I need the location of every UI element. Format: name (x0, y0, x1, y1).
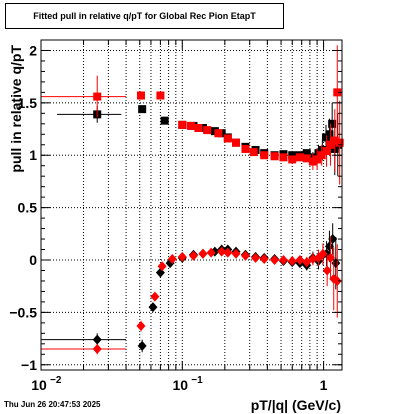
data-point-diamond (136, 321, 146, 331)
data-point-square (313, 155, 322, 164)
data-point-square (295, 153, 304, 162)
data-point-diamond (223, 247, 233, 258)
data-point-square (178, 120, 187, 129)
series-diamond-black (41, 223, 341, 353)
data-point-square (198, 124, 207, 132)
data-point-square (93, 92, 102, 101)
data-point-square (335, 138, 344, 147)
y-tick-label: 0.5 (18, 200, 38, 216)
data-point-diamond (240, 250, 250, 261)
data-point-diamond (92, 334, 102, 345)
data-point-diamond (332, 275, 342, 286)
data-point-square (328, 119, 337, 128)
data-point-square (333, 88, 342, 97)
data-point-diamond (167, 253, 177, 264)
data-point-diamond (278, 255, 288, 265)
data-point-square (223, 134, 232, 143)
data-point-diamond (92, 344, 102, 355)
data-point-diamond (206, 247, 216, 258)
x-tick-label: 1 (320, 377, 328, 393)
data-point-square (241, 144, 250, 153)
axes: 10 −2 10 −1 1−1−0.500.511.52 (9, 40, 342, 393)
data-point-diamond (231, 248, 241, 259)
x-tick-exponent: −1 (191, 375, 203, 386)
y-tick-label: 1.5 (18, 95, 38, 111)
data-point-diamond (137, 340, 147, 351)
x-tick-label: 10 (31, 377, 47, 393)
data-point-diamond (326, 252, 336, 263)
data-point-square (160, 116, 169, 125)
data-point-square (288, 151, 297, 160)
y-tick-label: −1 (21, 357, 37, 373)
data-point-square (308, 157, 317, 166)
data-point-diamond (177, 251, 187, 262)
timestamp: Thu Jun 26 20:47:53 2025 (4, 400, 101, 409)
x-tick-label: 10 (173, 377, 189, 393)
x-tick-exponent: −2 (50, 375, 62, 386)
data-point-square (186, 121, 195, 130)
x-axis-label: pT/|q| (GeV/c) (251, 397, 341, 413)
data-point-diamond (322, 265, 332, 276)
data-point-square (302, 154, 311, 163)
data-point-diamond (150, 291, 160, 302)
series-square-red (41, 45, 344, 185)
chart-title: Fitted pull in relative q/pT for Global … (33, 11, 256, 21)
plot-frame (40, 39, 343, 371)
y-axis-label: pull in relative q/pT (8, 45, 24, 173)
data-point-square (279, 153, 288, 162)
data-point-square (322, 147, 331, 156)
series-square-black (57, 102, 342, 177)
data-point-square (136, 91, 145, 100)
data-point-diamond (198, 248, 208, 259)
data-point-diamond (287, 256, 297, 267)
data-point-square (325, 130, 334, 139)
data-point-diamond (157, 261, 167, 272)
data-point-square (326, 140, 335, 149)
data-point-square (302, 149, 311, 158)
data-point-square (317, 151, 326, 160)
data-point-diamond (217, 246, 227, 257)
data-point-square (288, 155, 297, 164)
data-point-diamond (318, 248, 328, 259)
y-tick-label: 2 (29, 42, 37, 58)
data-point-diamond (259, 253, 269, 264)
data-point-square (260, 151, 269, 160)
data-point-diamond (188, 250, 198, 261)
data-point-square (330, 136, 339, 145)
series-diamond-red (41, 236, 342, 355)
data-point-diamond (251, 252, 261, 263)
data-point-square (138, 105, 147, 114)
data-point-square (249, 148, 258, 157)
chart-title-box: Fitted pull in relative q/pT for Global … (5, 3, 284, 29)
data-point-square (318, 146, 327, 154)
y-tick-label: −0.5 (9, 304, 37, 320)
data-point-diamond (270, 255, 280, 265)
data-point-diamond (295, 255, 305, 265)
grid-lines (41, 40, 342, 370)
data-point-square (194, 124, 203, 132)
data-point-diamond (148, 302, 158, 313)
data-point-diamond (308, 253, 318, 264)
data-point-square (156, 91, 165, 100)
data-point-square (214, 129, 223, 138)
y-tick-label: 0 (29, 252, 37, 268)
data-point-diamond (324, 241, 334, 252)
data-point-square (232, 138, 241, 147)
data-point-square (270, 152, 279, 161)
data-point-square (203, 126, 212, 135)
y-tick-label: 1 (29, 147, 37, 163)
data-series (41, 45, 344, 355)
